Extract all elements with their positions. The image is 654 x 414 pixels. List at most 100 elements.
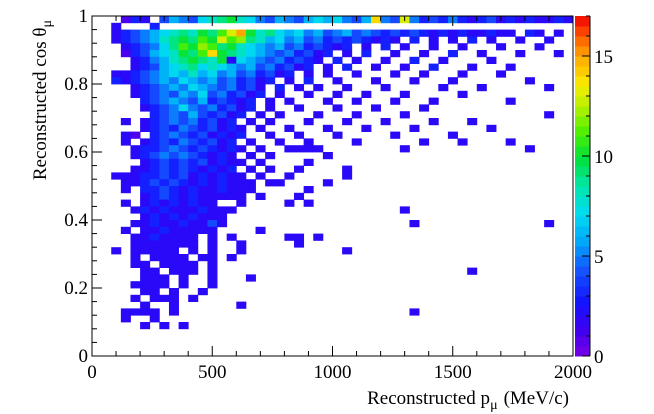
heatmap-cell <box>265 70 276 78</box>
color-scale-step <box>575 226 590 237</box>
heatmap-cell <box>245 43 256 51</box>
heatmap-cell <box>322 179 333 187</box>
heatmap-cell <box>380 56 391 64</box>
heatmap-cell <box>332 29 343 37</box>
heatmap-cell <box>284 145 295 153</box>
heatmap-cell <box>245 56 256 64</box>
heatmap-cell <box>322 152 333 160</box>
heatmap-cell <box>168 56 179 64</box>
heatmap-cell <box>159 186 170 194</box>
heatmap-cell <box>197 56 208 64</box>
heatmap-cell <box>294 56 305 64</box>
heatmap-cell <box>178 267 189 275</box>
heatmap-cell <box>178 118 189 126</box>
heatmap-cell <box>168 63 179 71</box>
heatmap-cell <box>149 138 160 146</box>
heatmap-cell <box>188 43 199 51</box>
heatmap-cell <box>313 111 324 119</box>
heatmap-cell <box>390 70 401 78</box>
heatmap-cell <box>236 131 247 139</box>
heatmap-cell <box>149 274 160 282</box>
heatmap-cell <box>217 131 228 139</box>
heatmap-cell <box>159 240 170 248</box>
heatmap-cell <box>130 43 141 51</box>
heatmap-cell <box>534 29 545 37</box>
heatmap-cell <box>149 288 160 296</box>
heatmap-cell <box>255 36 266 44</box>
heatmap-cell <box>168 36 179 44</box>
heatmap-cell <box>236 36 247 44</box>
heatmap-cell <box>130 172 141 180</box>
heatmap-cell <box>159 192 170 200</box>
heatmap-cell <box>255 158 266 166</box>
y-axis-title-subscript: μ <box>40 20 55 28</box>
heatmap-cell <box>168 70 179 78</box>
heatmap-cell <box>140 138 151 146</box>
heatmap-cell <box>342 118 353 126</box>
heatmap-cell <box>226 50 237 58</box>
heatmap-cell <box>178 138 189 146</box>
heatmap-cell <box>159 145 170 153</box>
heatmap-cell <box>217 56 228 64</box>
heatmap-cell <box>149 84 160 92</box>
color-scale-step <box>575 116 590 127</box>
heatmap-cell <box>226 145 237 153</box>
heatmap-cell <box>351 138 362 146</box>
heatmap-cell <box>342 36 353 44</box>
color-scale-step <box>575 336 590 347</box>
heatmap-cell <box>313 56 324 64</box>
heatmap-cell <box>505 29 516 37</box>
heatmap-cell <box>409 308 420 316</box>
color-scale-step <box>575 236 590 247</box>
heatmap-cell <box>149 192 160 200</box>
heatmap-cell <box>284 70 295 78</box>
heatmap-cell <box>188 206 199 214</box>
heatmap-cell <box>265 104 276 112</box>
heatmap-cell <box>197 158 208 166</box>
heatmap-cell <box>168 97 179 105</box>
heatmap-cell <box>130 36 141 44</box>
heatmap-cell <box>245 90 256 98</box>
heatmap-cell <box>245 138 256 146</box>
heatmap-cell <box>140 29 151 37</box>
color-scale-step <box>575 206 590 217</box>
heatmap-cell <box>159 97 170 105</box>
heatmap-cell <box>226 179 237 187</box>
heatmap-cell <box>111 172 122 180</box>
heatmap-cell <box>217 165 228 173</box>
heatmap-cell <box>120 29 131 37</box>
heatmap-cell <box>226 172 237 180</box>
heatmap-cell <box>168 240 179 248</box>
heatmap-cell <box>399 145 410 153</box>
heatmap-cell <box>159 274 170 282</box>
heatmap-cell <box>188 70 199 78</box>
heatmap-cell <box>284 172 295 180</box>
heatmap-cell <box>207 111 218 119</box>
heatmap-cell <box>505 16 516 24</box>
heatmap-cell <box>159 111 170 119</box>
heatmap-cell <box>168 192 179 200</box>
heatmap-cell <box>313 50 324 58</box>
heatmap-cell <box>409 124 420 132</box>
heatmap-cell <box>159 152 170 160</box>
heatmap-cell <box>149 233 160 241</box>
heatmap-cell <box>294 63 305 71</box>
heatmap-cell <box>207 36 218 44</box>
heatmap-cell <box>178 240 189 248</box>
color-scale-step <box>575 266 590 277</box>
heatmap-cell <box>159 254 170 262</box>
heatmap-cell <box>168 220 179 228</box>
heatmap-cell <box>207 63 218 71</box>
heatmap-cell <box>370 36 381 44</box>
heatmap-cell <box>168 90 179 98</box>
heatmap-cell <box>140 172 151 180</box>
heatmap-cell <box>524 16 535 24</box>
heatmap-cell <box>390 16 401 24</box>
heatmap-cell <box>236 199 247 207</box>
heatmap-cell <box>390 36 401 44</box>
heatmap-cell <box>419 29 430 37</box>
heatmap-cell <box>197 165 208 173</box>
heatmap-cell <box>130 145 141 153</box>
heatmap-cell <box>351 29 362 37</box>
heatmap-cell <box>409 16 420 24</box>
